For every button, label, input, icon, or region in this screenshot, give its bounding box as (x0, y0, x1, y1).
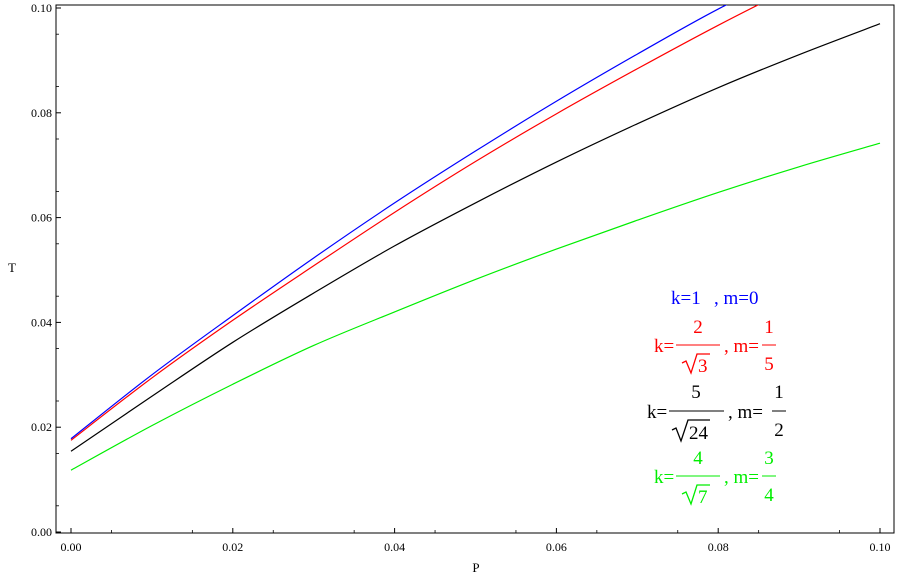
legend-black-sqrt-sign (671, 419, 710, 443)
legend-red-m-sep: , m= (724, 336, 759, 357)
legend-green-sqrt-sign (681, 484, 710, 506)
y-tick-label: 0.10 (31, 1, 52, 15)
legend-red-m-den: 5 (764, 354, 774, 375)
y-tick-label: 0.04 (31, 315, 52, 329)
legend: k=1 , m=0 k= 2 3 , m= 1 5 k= 5 24 , m= 1… (647, 288, 786, 508)
legend-green-m-num: 3 (764, 448, 774, 469)
legend-entry-blue: k=1 , m=0 (671, 288, 759, 309)
y-tick-label: 0.06 (31, 211, 52, 225)
y-tick-label: 0.08 (31, 106, 52, 120)
x-tick-label: 0.06 (546, 540, 567, 554)
legend-blue-k: k=1 (671, 288, 701, 309)
legend-red-k-num: 2 (693, 317, 703, 338)
legend-black-k-eq: k= (647, 402, 667, 423)
x-tick-label: 0.00 (61, 540, 82, 554)
legend-entry-red: k= 2 3 , m= 1 5 (654, 317, 776, 377)
legend-green-k-rad: 7 (698, 487, 708, 508)
x-tick-label: 0.08 (708, 540, 729, 554)
legend-red-sqrt-sign (681, 353, 710, 375)
y-tick-label: 0.02 (31, 420, 52, 434)
legend-black-k-num: 5 (691, 382, 701, 403)
legend-entry-green: k= 4 7 , m= 3 4 (654, 448, 776, 508)
series-line-red (70, 5, 760, 441)
x-tick-label: 0.10 (870, 540, 891, 554)
legend-black-m-den: 2 (774, 420, 784, 441)
legend-red-k-eq: k= (654, 336, 674, 357)
axis-ticks: 0.00 0.02 0.04 0.06 0.08 0.10 0.00 0.02 0.04 0.06… (31, 1, 891, 554)
x-axis-label: P (472, 560, 479, 575)
series-line-blue (70, 5, 728, 440)
legend-red-m-num: 1 (764, 317, 774, 338)
legend-green-k-num: 4 (693, 448, 703, 469)
y-axis-label: T (8, 260, 16, 275)
legend-red-k-rad: 3 (698, 356, 708, 377)
legend-entry-black: k= 5 24 , m= 1 2 (647, 382, 786, 444)
legend-black-m-sep: , m= (728, 402, 763, 423)
plot-frame (55, 4, 895, 534)
x-tick-label: 0.04 (384, 540, 405, 554)
legend-green-m-den: 4 (764, 485, 774, 506)
series-lines (70, 5, 881, 471)
series-line-green (70, 142, 881, 471)
legend-blue-m: , m=0 (714, 288, 759, 309)
legend-green-m-sep: , m= (724, 467, 759, 488)
legend-black-k-rad: 24 (689, 423, 709, 444)
legend-black-m-num: 1 (774, 382, 784, 403)
y-tick-label: 0.00 (31, 525, 52, 539)
legend-green-k-eq: k= (654, 467, 674, 488)
series-line-black (70, 23, 881, 452)
x-tick-label: 0.02 (222, 540, 243, 554)
